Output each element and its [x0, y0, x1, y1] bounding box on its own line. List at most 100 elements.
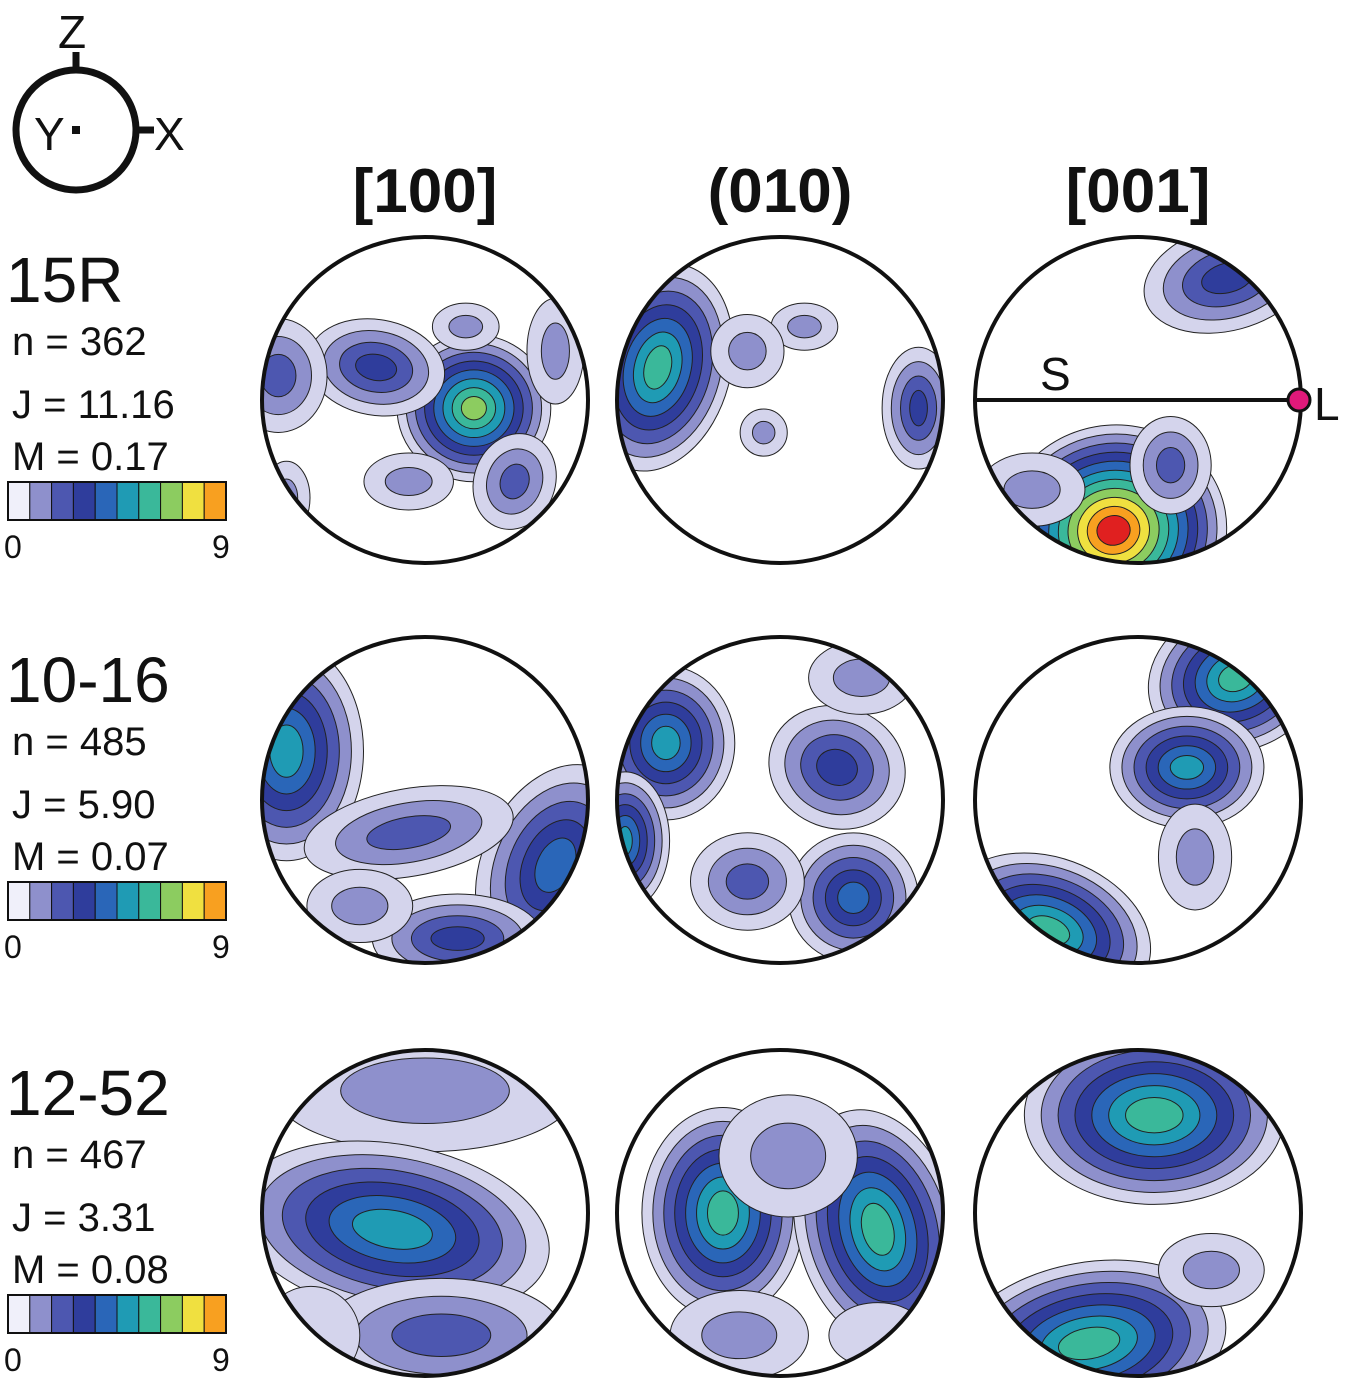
- colorbar-segment: [29, 1294, 53, 1334]
- contour: [340, 1057, 510, 1125]
- sample-name: 15R: [6, 244, 123, 316]
- colorbar-segment: [160, 881, 183, 921]
- colorbar-segment: [181, 481, 205, 521]
- contour: [384, 466, 433, 497]
- colorbar-segment: [203, 481, 227, 521]
- contour: [860, 1202, 895, 1256]
- axis-x: X: [154, 108, 185, 160]
- colorbar-segment: [51, 481, 74, 521]
- colorbar-segment: [29, 881, 53, 921]
- contour: [750, 1122, 827, 1190]
- contour: [832, 658, 891, 697]
- m-index: M = 0.17: [12, 435, 169, 479]
- pole-figure: [262, 297, 585, 535]
- colorbar-segment: [138, 1294, 162, 1334]
- colorbar-segment: [160, 481, 183, 521]
- contour: [828, 1302, 928, 1369]
- colorbar-segment: [116, 481, 140, 521]
- colorbar-segment: [72, 1294, 96, 1334]
- colorbar-segment: [116, 1294, 140, 1334]
- contour: [430, 926, 485, 951]
- sample-count: n = 362: [12, 320, 147, 364]
- contour: [837, 881, 870, 914]
- colorbar-frame: [7, 481, 227, 521]
- contour: [351, 1208, 433, 1250]
- scale-max: 9: [212, 529, 230, 565]
- colorbar-segment: [94, 481, 118, 521]
- sample-count: n = 485: [12, 720, 147, 764]
- colorbar-segment: [181, 1294, 205, 1334]
- contour: [262, 353, 297, 398]
- foliation-label: S: [1040, 348, 1071, 400]
- pole-figure-outline: [615, 235, 945, 565]
- pole-figure-outline: [615, 1048, 945, 1378]
- contour: [331, 886, 389, 926]
- sample-name: 10-16: [6, 644, 170, 716]
- contour: [725, 863, 770, 900]
- pole-figure-outline: [973, 1048, 1303, 1378]
- pole-figure-outline: [973, 635, 1303, 965]
- lineation-label: L: [1314, 378, 1340, 430]
- column-header: (010): [708, 157, 853, 226]
- contour: [1155, 447, 1186, 484]
- colorbar-segment: [116, 881, 140, 921]
- contour: [1057, 1326, 1121, 1361]
- j-index: J = 5.90: [12, 783, 155, 827]
- contour: [787, 314, 822, 339]
- contour: [1096, 515, 1131, 546]
- colorbar-frame: [7, 1294, 227, 1334]
- contour: [909, 389, 928, 427]
- pole-figure: [641, 1094, 943, 1376]
- contour: [651, 725, 681, 761]
- pole-figure-outline: [260, 235, 590, 565]
- contour: [366, 815, 452, 851]
- scale-min: 0: [4, 929, 22, 965]
- contour: [706, 1190, 739, 1236]
- colorbar-segment: [7, 881, 31, 921]
- colorbar-segment: [138, 481, 162, 521]
- colorbar-segment: [94, 1294, 118, 1334]
- colorbar-segment: [181, 881, 205, 921]
- contour: [728, 331, 767, 371]
- contour: [701, 1311, 778, 1360]
- m-index: M = 0.08: [12, 1248, 169, 1292]
- column-header: [100]: [353, 157, 498, 226]
- lineation-annotations: S L: [975, 348, 1340, 430]
- contour: [1169, 755, 1205, 780]
- pole-figure-outline: [260, 1048, 590, 1378]
- axis-z: Z: [58, 6, 86, 58]
- colorbar-segment: [51, 1294, 74, 1334]
- colorbar-segment: [94, 881, 118, 921]
- contour: [499, 463, 530, 500]
- pole-figure: [978, 237, 1301, 563]
- colorbar-segment: [29, 481, 53, 521]
- pole-figure-outline: [260, 635, 590, 965]
- contour: [391, 1313, 492, 1357]
- colorbar-segment: [203, 881, 227, 921]
- colorbar-segment: [203, 1294, 227, 1334]
- colorbar-segment: [138, 881, 162, 921]
- m-index: M = 0.07: [12, 835, 169, 879]
- pole-figure: [262, 1050, 577, 1376]
- contour: [460, 395, 487, 421]
- contour: [643, 345, 673, 390]
- contour: [816, 748, 858, 786]
- pole-figure: [975, 637, 1301, 963]
- pole-figure: [262, 640, 588, 963]
- j-index: J = 3.31: [12, 1196, 155, 1240]
- column-header: [001]: [1066, 157, 1211, 226]
- colorbar-segment: [72, 881, 96, 921]
- scale-max: 9: [212, 929, 230, 965]
- contour: [262, 460, 311, 535]
- contour: [1182, 1250, 1240, 1290]
- axis-y: Y: [34, 108, 65, 160]
- contour: [540, 322, 570, 380]
- contour: [1175, 828, 1215, 886]
- pole-figures: [260, 235, 1303, 1378]
- contour: [355, 353, 398, 382]
- contour: [262, 1285, 361, 1376]
- reference-frame: Z Y X: [12, 6, 185, 194]
- pole-figure: [975, 1050, 1285, 1376]
- scale-max: 9: [212, 1342, 230, 1378]
